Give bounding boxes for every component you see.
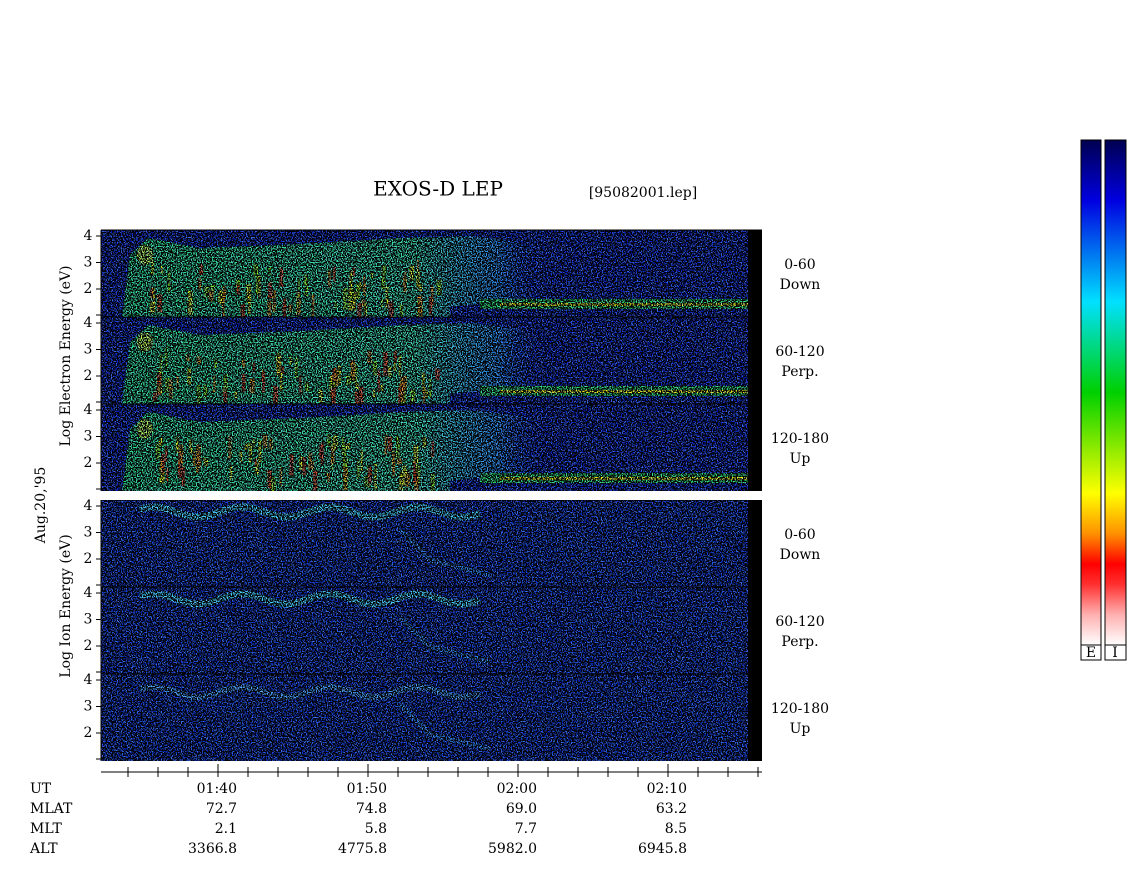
ion-axis-label: Log Ion Energy (eV) (58, 534, 74, 677)
y-tick-label: 2 (84, 638, 93, 654)
panel-direction: Down (780, 547, 821, 563)
panel-gap (101, 491, 762, 500)
y-tick-label: 2 (84, 281, 93, 297)
title: EXOS-D LEP (373, 177, 503, 201)
panel-range: 120-180 (771, 431, 829, 447)
colorbars: E I (1080, 139, 1127, 661)
row-value: 8.5 (665, 821, 687, 837)
row-value: 02:10 (647, 781, 687, 797)
row-label: MLT (30, 821, 62, 837)
noise (101, 230, 748, 317)
y-tick-label: 3 (84, 255, 93, 271)
row-label: UT (30, 781, 52, 797)
y-tick-label: 4 (84, 585, 93, 601)
panel-edge (748, 404, 762, 491)
y-tick-label: 3 (84, 525, 93, 541)
date: Aug.20,'95 (33, 467, 49, 544)
y-tick-label: 2 (84, 455, 93, 471)
noise (101, 674, 748, 761)
row-value: 4775.8 (338, 841, 387, 857)
colorbar-box (1104, 644, 1127, 661)
row-value: 02:00 (497, 781, 537, 797)
y-tick-label: 4 (84, 402, 93, 418)
panel-direction: Perp. (781, 364, 818, 380)
panel-range: 60-120 (775, 344, 824, 360)
row-value: 5.8 (365, 821, 387, 837)
row-value: 5982.0 (488, 841, 537, 857)
electron-axis-label: Log Electron Energy (eV) (58, 265, 74, 446)
panel-edge (748, 317, 762, 404)
y-tick-label: 2 (84, 368, 93, 384)
colorbar-i (1104, 139, 1127, 646)
panel-range: 120-180 (771, 701, 829, 717)
y-tick-label: 2 (84, 551, 93, 567)
row-value: 63.2 (656, 801, 687, 817)
y-tick-label: 3 (84, 612, 93, 628)
noise (101, 500, 748, 587)
panel-direction: Up (790, 451, 811, 467)
file-name: [95082001.lep] (589, 185, 697, 201)
panel-direction: Up (790, 721, 811, 737)
panel-range: 0-60 (784, 527, 815, 543)
colorbar-box (1080, 644, 1102, 661)
row-label: ALT (29, 841, 58, 857)
row-value: 7.7 (515, 821, 537, 837)
row-value: 3366.8 (188, 841, 237, 857)
colorbar-label: I (1112, 645, 1118, 661)
panel-direction: Down (780, 277, 821, 293)
y-tick-label: 3 (84, 429, 93, 445)
y-tick-label: 4 (84, 672, 93, 688)
y-tick-label: 4 (84, 498, 93, 514)
row-value: 6945.8 (638, 841, 687, 857)
noise (101, 404, 748, 491)
panel-range: 0-60 (784, 257, 815, 273)
y-tick-label: 4 (84, 228, 93, 244)
noise (101, 587, 748, 674)
row-value: 01:50 (347, 781, 387, 797)
panel-edge (748, 674, 762, 761)
panel-range: 60-120 (775, 614, 824, 630)
panels (100, 229, 762, 761)
panel-direction: Perp. (781, 634, 818, 650)
noise (101, 317, 748, 404)
panel-edge (748, 500, 762, 587)
panel-edge (748, 587, 762, 674)
panel-edge (748, 230, 762, 317)
y-tick-label: 3 (84, 342, 93, 358)
row-value: 2.1 (215, 821, 237, 837)
colorbar-e (1080, 139, 1102, 646)
row-value: 72.7 (206, 801, 237, 817)
row-value: 74.8 (356, 801, 387, 817)
y-tick-label: 2 (84, 725, 93, 741)
row-value: 69.0 (506, 801, 537, 817)
y-tick-label: 4 (84, 315, 93, 331)
y-tick-label: 3 (84, 699, 93, 715)
colorbar-label: E (1086, 645, 1096, 661)
row-value: 01:40 (197, 781, 237, 797)
row-label: MLAT (30, 801, 73, 817)
